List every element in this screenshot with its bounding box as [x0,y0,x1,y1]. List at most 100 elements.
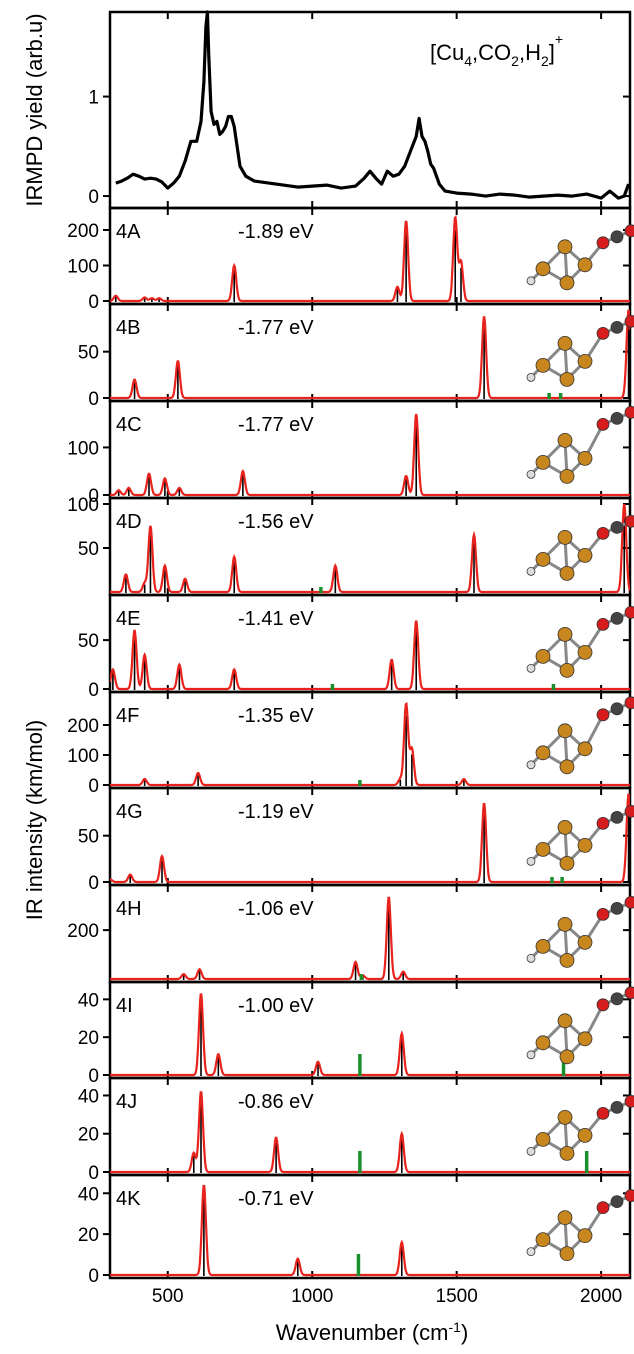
4b-cu-atom-1 [557,335,573,351]
4h-o-atom-1 [624,895,634,909]
4c-cu-atom-3 [559,468,575,484]
4j-c-atom-0 [610,1100,624,1114]
4a-o-atom-1 [624,224,634,238]
4h-o-atom-0 [596,907,610,921]
4k-energy: -0.71 eV [238,1188,314,1210]
4g-o-atom-0 [596,816,610,830]
4i-y-tick-label-1: 20 [78,1028,99,1049]
4a-y-tick-label-0: 0 [88,292,99,313]
panel-4i: 0 20 40 4I -1.00 eV [78,980,634,1087]
4i-cu-atom-0 [535,1035,551,1051]
4h-frame [108,883,632,984]
4i-y-tick-label-2: 40 [78,990,99,1011]
4a-y-tick-label-1: 100 [67,256,99,277]
4i-energy: -1.00 eV [238,995,314,1017]
4c-molecule-icon [526,405,634,484]
4i-molecule-icon [526,986,634,1065]
formula-part-1: 4 [464,53,472,69]
4g-y-tick-label-1: 50 [78,827,99,848]
panel-4f: 0 100 200 4F -1.35 eV [67,690,634,797]
4k-y-tick-label-1: 20 [78,1225,99,1246]
panel-4a: 0 100 200 4A -1.89 eV [67,206,634,313]
panel-4d: 50 100 4D -1.56 eV [67,495,634,597]
4j-y-tick-label-0: 0 [88,1163,99,1184]
4j-cu-atom-2 [577,1127,593,1143]
4d-cu-atom-0 [535,551,551,567]
4h-molecule-icon [526,895,634,968]
4i-o-atom-0 [596,998,610,1012]
x-axis-title: Wavenumber (cm-1) [276,1319,469,1345]
4a-energy: -1.89 eV [238,221,314,243]
4c-o-atom-0 [596,417,610,431]
4h-c-atom-0 [610,901,624,915]
4j-y-tick-label-2: 40 [78,1086,99,1107]
4b-o-atom-1 [624,314,634,328]
panel-4k: 0 20 40 4K -0.71 eV [78,1173,634,1287]
4a-cu-atom-3 [559,275,575,291]
4d-o-atom-1 [624,514,634,528]
4f-c-atom-0 [610,702,624,716]
4c-cu-atom-0 [535,454,551,470]
4h-y-tick-label-0: 200 [67,921,99,942]
4a-molecule-icon [526,224,634,291]
4j-cu-atom-1 [557,1109,573,1125]
experiment-formula: [Cu4,CO2,H2]+ [430,31,563,69]
4j-label: 4J [116,1091,137,1113]
4c-frame [108,399,632,500]
4b-o-atom-0 [596,326,610,340]
4b-molecule-icon [526,314,634,387]
4h-h-atom-0 [526,953,536,963]
4d-cu-atom-2 [577,547,593,563]
4h-energy: -1.06 eV [238,898,314,920]
4d-h-atom-0 [526,566,536,576]
4c-cu-atom-1 [557,432,573,448]
x-axis-title-close: ) [461,1320,468,1345]
4h-cu-atom-2 [577,934,593,950]
4b-label: 4B [116,317,140,339]
4k-cu-atom-2 [577,1228,593,1244]
4h-cu-atom-3 [559,952,575,968]
y-axis-title-bottom: IR intensity (km/mol) [22,720,47,920]
4f-molecule-icon [526,696,634,775]
formula-part-2: ,CO [472,40,511,65]
panel-4j: 0 20 40 4J -0.86 eV [78,1076,634,1184]
4b-cu-atom-0 [535,357,551,373]
x-tick-label-3: 2000 [580,1286,622,1307]
4d-energy: -1.56 eV [238,511,314,533]
4i-cu-atom-1 [557,1013,573,1029]
4k-y-tick-label-2: 40 [78,1184,99,1205]
4g-frame [108,786,632,887]
4g-y-tick-label-0: 0 [88,873,99,894]
4i-cu-atom-2 [577,1031,593,1047]
4k-convolved-curve [110,1184,630,1277]
4j-convolved-curve [110,1091,630,1174]
4i-h-atom-0 [526,1050,536,1060]
4e-cu-atom-3 [559,662,575,678]
panel-4b: 0 50 4B -1.77 eV [78,302,634,410]
4c-y-tick-label-1: 100 [67,438,99,459]
4g-cu-atom-0 [535,841,551,857]
4b-cu-atom-2 [577,353,593,369]
4f-cu-atom-1 [557,723,573,739]
x-tick-label-0: 500 [152,1286,184,1307]
y-axis-title-top: IRMPD yield (arb.u) [22,13,47,206]
4h-convolved-curve [110,896,630,981]
4d-y-tick-label-1: 100 [67,495,99,516]
4c-o-atom-1 [624,405,634,419]
4i-y-tick-label-0: 0 [88,1066,99,1087]
4f-frame [108,690,632,790]
4f-label: 4F [116,705,139,727]
4g-cu-atom-1 [557,819,573,835]
experiment-spectrum-line [115,10,631,200]
4g-label: 4G [116,801,143,823]
4c-energy: -1.77 eV [238,414,314,436]
x-tick-label-1: 1000 [291,1286,333,1307]
formula-part-4: ,H [519,40,541,65]
4k-h-atom-0 [526,1247,536,1257]
4f-convolved-curve [110,701,630,787]
x-tick-label-2: 1500 [436,1286,478,1307]
x-axis-title-main: Wavenumber (cm [276,1320,449,1345]
4g-molecule-icon [526,804,634,871]
4f-y-tick-label-0: 0 [88,776,99,797]
